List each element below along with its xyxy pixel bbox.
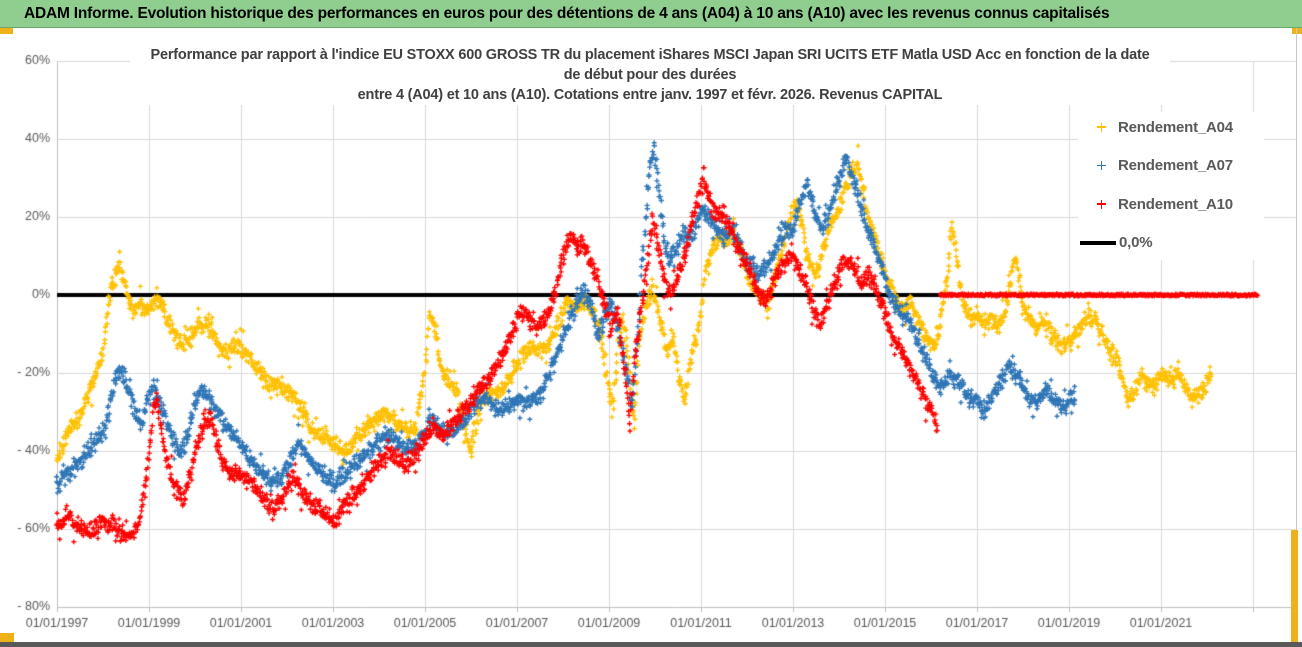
bottom-frame-bar	[0, 642, 1302, 647]
chart-title-line-2: de début pour des durées	[563, 67, 737, 83]
legend-label: Rendement_A07	[1118, 157, 1233, 175]
page-title: ADAM Informe. Evolution historique des p…	[24, 4, 1110, 22]
legend-item-zero-line: 0,0%	[1078, 232, 1264, 254]
legend-label: Rendement_A04	[1118, 118, 1233, 136]
legend-item-rendement-a10: Rendement_A10	[1078, 193, 1264, 215]
gold-accent-right-strip	[1291, 530, 1298, 642]
gold-accent-bottom-left	[0, 633, 14, 642]
chart-frame-right-border	[1296, 28, 1297, 642]
header-bar: ADAM Informe. Evolution historique des p…	[0, 0, 1302, 28]
plus-marker-icon	[1096, 122, 1107, 133]
legend-label: 0,0%	[1119, 234, 1153, 252]
chart-title-line-1: Performance par rapport à l'indice EU ST…	[150, 47, 1150, 63]
zero-line-swatch	[1080, 240, 1116, 245]
chart-title: Performance par rapport à l'indice EU ST…	[130, 45, 1170, 105]
legend-item-rendement-a04: Rendement_A04	[1078, 116, 1264, 138]
legend-label: Rendement_A10	[1118, 195, 1233, 213]
legend-item-rendement-a07: Rendement_A07	[1078, 155, 1264, 177]
plus-marker-icon	[1096, 199, 1107, 210]
chart-title-line-3: entre 4 (A04) et 10 ans (A10). Cotations…	[357, 87, 943, 103]
chart-legend: Rendement_A04 Rendement_A07 Rendement_A1…	[1078, 112, 1264, 260]
plus-marker-icon	[1096, 160, 1107, 171]
